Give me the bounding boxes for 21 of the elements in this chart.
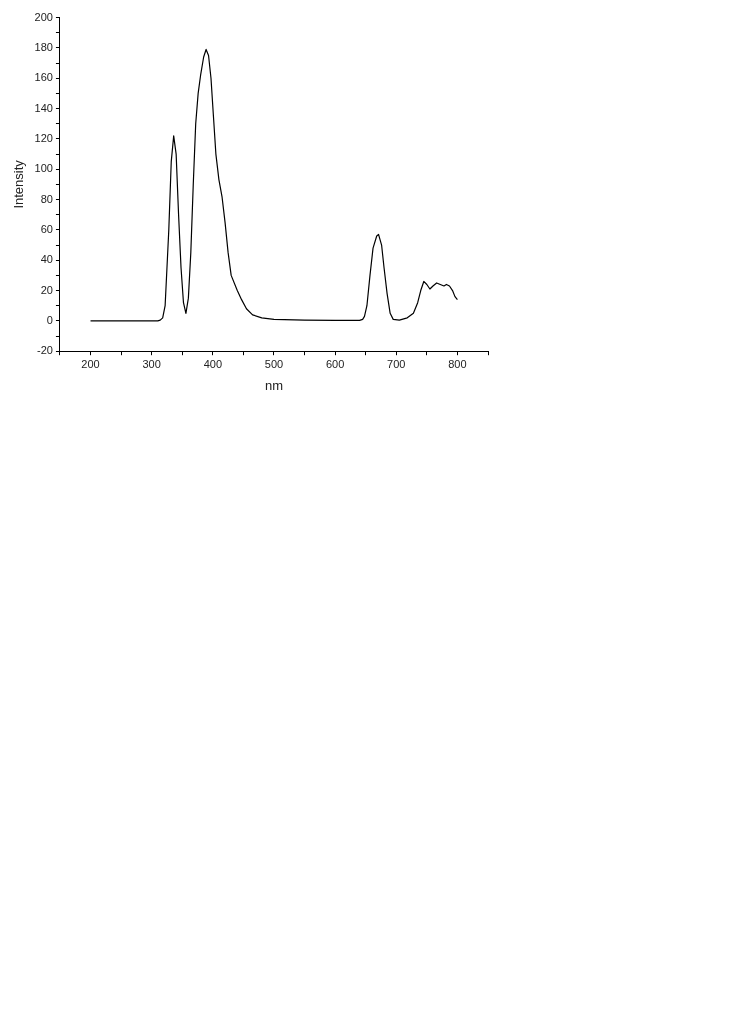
- y-tick-label: 20: [40, 283, 53, 296]
- y-tick-label: 0: [46, 313, 53, 326]
- y-tick-label: -20: [37, 344, 53, 357]
- y-tick-label: 140: [34, 101, 53, 114]
- x-tick-label: 800: [448, 357, 467, 370]
- y-tick-label: 180: [34, 40, 53, 53]
- x-tick-label: 600: [325, 357, 345, 370]
- x-tick-label: 700: [387, 357, 406, 370]
- y-tick-label: 60: [40, 222, 53, 235]
- y-tick-label: 80: [40, 192, 53, 205]
- y-axis-title: Intensity: [11, 159, 27, 209]
- x-axis-title: nm: [264, 377, 284, 393]
- x-tick-label: 200: [81, 357, 100, 370]
- y-tick-label: 40: [40, 253, 53, 266]
- x-tick-label: 400: [203, 357, 223, 370]
- y-tick-label: 200: [34, 10, 53, 23]
- y-tick-label: 120: [34, 131, 53, 144]
- x-tick-label: 500: [264, 357, 284, 370]
- y-tick-label: 100: [34, 162, 53, 175]
- y-tick-label: 160: [34, 71, 53, 84]
- x-tick-label: 300: [142, 357, 161, 370]
